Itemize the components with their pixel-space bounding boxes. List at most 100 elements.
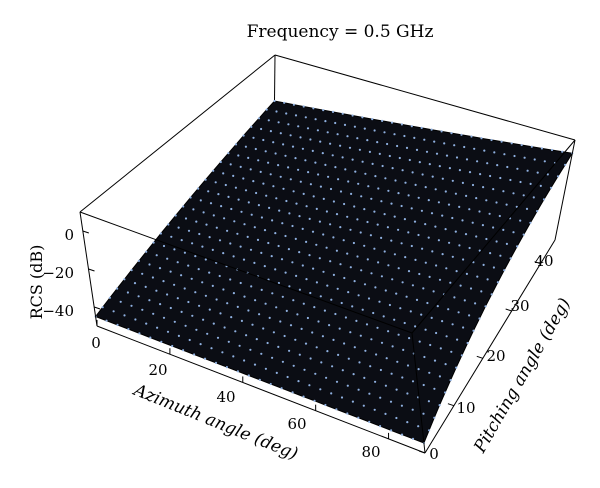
mesh-point: [148, 263, 151, 266]
mesh-point: [353, 280, 356, 283]
mesh-point: [291, 391, 294, 394]
mesh-point: [329, 187, 333, 191]
mesh-point: [420, 209, 423, 212]
mesh-point: [197, 187, 200, 190]
mesh-point: [355, 319, 358, 322]
mesh-point: [340, 396, 344, 399]
mesh-point: [391, 345, 394, 348]
mesh-point: [123, 314, 126, 317]
mesh-point: [349, 331, 352, 334]
y-tick: [505, 308, 512, 312]
mesh-point: [385, 357, 388, 360]
mesh-point: [463, 145, 466, 149]
mesh-point: [533, 158, 536, 161]
mesh-point: [232, 174, 235, 177]
mesh-point: [450, 350, 453, 353]
mesh-point: [238, 344, 241, 347]
mesh-point: [436, 305, 439, 308]
mesh-point: [336, 133, 339, 136]
mesh-point: [460, 354, 463, 357]
mesh-point: [292, 364, 295, 367]
mesh-point: [258, 378, 261, 381]
mesh-point: [318, 257, 321, 260]
x-tick-label: 40: [216, 388, 235, 406]
mesh-point: [253, 226, 256, 229]
mesh-point: [410, 244, 413, 248]
mesh-point: [204, 258, 207, 261]
mesh-point: [434, 188, 437, 191]
mesh-point: [380, 236, 383, 239]
mesh-point: [451, 323, 454, 326]
mesh-point: [424, 223, 427, 226]
mesh-point: [458, 244, 461, 247]
mesh-point: [492, 266, 495, 269]
mesh-point: [468, 314, 471, 317]
mesh-point: [407, 231, 410, 234]
mesh-point: [495, 201, 498, 204]
mesh-point: [335, 408, 338, 411]
mesh-point: [492, 188, 495, 191]
mesh-point: [151, 276, 154, 279]
mesh-point: [428, 163, 431, 166]
mesh-point: [414, 325, 417, 328]
mesh-point: [404, 181, 407, 184]
mesh-point: [232, 355, 235, 358]
y-tick-label: 10: [456, 399, 475, 417]
mesh-point: [381, 164, 384, 168]
mesh-point: [461, 219, 464, 222]
mesh-point: [283, 334, 286, 338]
mesh-point: [445, 267, 448, 270]
mesh-point: [417, 425, 420, 428]
mesh-point: [249, 168, 252, 171]
mesh-point: [390, 121, 394, 124]
mesh-point: [275, 197, 278, 200]
mesh-point: [346, 252, 349, 255]
mesh-point: [383, 131, 386, 134]
mesh-point: [438, 375, 441, 378]
mesh-point: [272, 141, 275, 144]
mesh-point: [358, 361, 361, 364]
mesh-point: [376, 141, 379, 144]
mesh-point: [166, 293, 169, 296]
mesh-point: [522, 233, 525, 236]
mesh-point: [288, 285, 291, 288]
mesh-point: [368, 420, 371, 423]
mesh-point: [108, 296, 111, 299]
mesh-point: [334, 312, 337, 316]
mesh-point: [176, 261, 179, 264]
mesh-point: [187, 229, 191, 232]
mesh-point: [173, 320, 176, 323]
mesh-point: [482, 263, 485, 266]
mesh-point: [433, 140, 436, 143]
mesh-point: [482, 186, 485, 189]
mesh-point: [383, 250, 386, 253]
mesh-point: [171, 344, 174, 348]
mesh-point: [335, 249, 338, 252]
mesh-point: [500, 140, 503, 143]
mesh-point: [257, 159, 260, 162]
mesh-point: [144, 285, 147, 288]
mesh-point: [265, 194, 268, 197]
mesh-point: [415, 148, 419, 151]
mesh-point: [234, 186, 237, 189]
mesh-point: [351, 305, 354, 308]
mesh-point: [370, 197, 373, 200]
mesh-point: [155, 289, 158, 292]
mesh-point: [424, 186, 427, 189]
mesh-point: [427, 400, 430, 403]
mesh-point: [222, 172, 225, 175]
mesh-point: [326, 350, 329, 353]
mesh-point: [389, 400, 393, 403]
mesh-point: [374, 380, 377, 383]
mesh-point: [363, 244, 366, 247]
mesh-point: [257, 204, 260, 207]
mesh-point: [281, 295, 284, 298]
mesh-point: [443, 142, 446, 145]
mesh-point: [407, 270, 411, 273]
mesh-point: [410, 207, 413, 210]
mesh-point: [137, 259, 140, 262]
mesh-point: [513, 154, 516, 158]
mesh-point: [302, 395, 305, 398]
